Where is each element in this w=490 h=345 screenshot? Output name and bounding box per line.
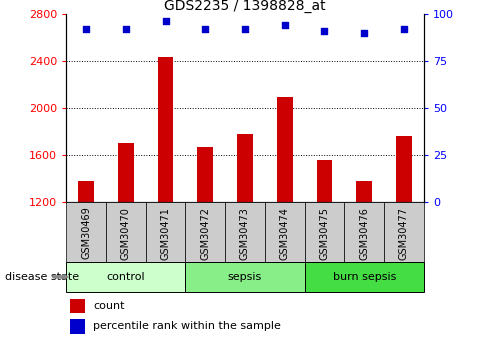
Bar [70,319,85,334]
Point [400,26,408,32]
Bar [66,202,106,262]
Text: GSM30471: GSM30471 [161,207,171,259]
Bar [70,299,85,313]
Point [82,26,90,32]
Text: sepsis: sepsis [228,272,262,282]
Bar [305,202,344,262]
Text: GSM30469: GSM30469 [81,207,91,259]
Bar [396,136,412,202]
Point [281,22,289,28]
Bar [197,147,213,202]
Text: count: count [93,301,124,311]
Text: GSM30475: GSM30475 [319,207,329,260]
Bar [265,202,305,262]
Text: GSM30473: GSM30473 [240,207,250,259]
Text: disease state: disease state [5,272,79,282]
Bar [185,202,225,262]
Text: GSM30477: GSM30477 [399,207,409,260]
Bar [384,202,424,262]
Text: GSM30472: GSM30472 [200,207,210,260]
Point [241,26,249,32]
Bar [66,262,185,292]
Bar [185,262,305,292]
Point [122,26,130,32]
Point [360,30,368,35]
Text: GSM30476: GSM30476 [359,207,369,259]
Bar [106,202,146,262]
Bar [237,134,253,202]
Point [201,26,209,32]
Bar [78,181,94,202]
Bar [317,159,332,202]
Bar [118,143,134,202]
Bar [146,202,185,262]
Point [320,28,328,33]
Text: percentile rank within the sample: percentile rank within the sample [93,322,281,332]
Text: burn sepsis: burn sepsis [333,272,396,282]
Bar [158,57,173,202]
Bar [356,181,372,202]
Bar [344,202,384,262]
Text: GSM30474: GSM30474 [280,207,290,259]
Bar [225,202,265,262]
Title: GDS2235 / 1398828_at: GDS2235 / 1398828_at [164,0,326,13]
Point [162,19,170,24]
Text: control: control [106,272,145,282]
Text: GSM30470: GSM30470 [121,207,131,259]
Bar [305,262,424,292]
Bar [277,97,293,202]
